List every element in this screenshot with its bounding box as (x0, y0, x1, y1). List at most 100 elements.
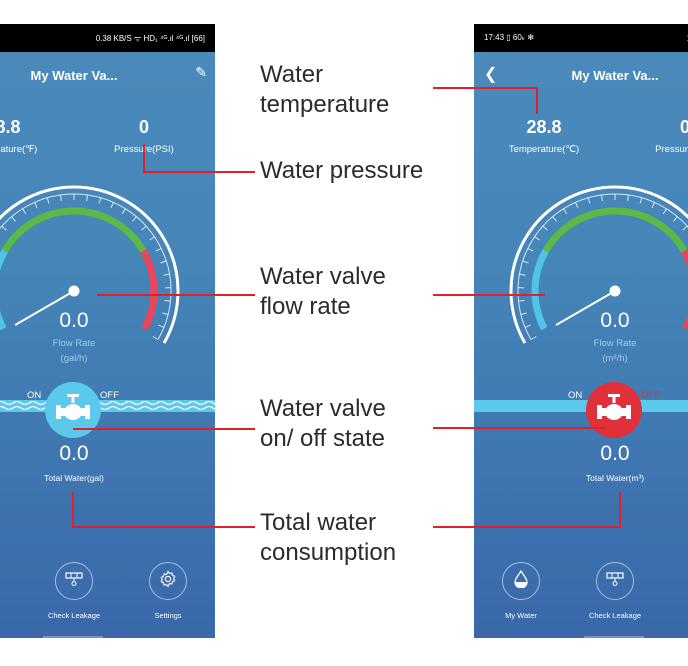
annotation-total: Total water consumption (260, 508, 396, 568)
status-right: 0.38 KB/S ᯤ HD₁ ⁴ᴳ.ıl ⁴ᴳ.ıl [66] (95, 34, 205, 43)
gauge-tick (164, 300, 171, 302)
temperature-value: 28.8 (0, 117, 21, 137)
back-chevron-icon[interactable]: ❮ (484, 66, 498, 83)
annotation-text: consumption (260, 539, 397, 566)
annotation-text: Water (260, 61, 324, 88)
pressure-value: 0 (138, 117, 149, 137)
leader-line (72, 492, 74, 528)
gauge-tick (662, 208, 667, 215)
gauge-tick (575, 202, 579, 209)
leak-pipe-icon (65, 571, 83, 592)
annotation-text: Water pressure (260, 157, 424, 184)
gauge-tick (98, 197, 102, 204)
annotation-text: temperature (260, 91, 390, 118)
gauge-tick (34, 202, 38, 209)
annotation-text: Water valve (260, 263, 386, 290)
home-indicator[interactable] (584, 636, 644, 638)
leader-line (433, 87, 538, 89)
status-bar: 0.38 KB/S ᯤ HD₁ ⁴ᴳ.ıl ⁴ᴳ.ıl [66] (0, 24, 215, 52)
gauge-tick (563, 208, 568, 215)
total-water-value: 0.0 (59, 442, 89, 465)
gauge-outer-ring (509, 185, 688, 344)
gauge-tick (651, 202, 655, 209)
gauge-tick (518, 300, 525, 302)
gauge-tick (22, 208, 27, 215)
nav-check-leakage[interactable]: Check Leakage (575, 562, 655, 620)
gauge-tick (530, 336, 537, 340)
device-title: My Water Va... (571, 68, 659, 83)
gauge-tick (11, 216, 16, 222)
pressure-label: Pressure(PSI) (655, 144, 688, 155)
home-indicator[interactable] (43, 636, 103, 638)
gauge-tick (519, 273, 526, 276)
gauge-tick (520, 312, 527, 315)
gauge-tick (158, 324, 165, 328)
gauge-tick-ring (517, 193, 688, 340)
total-water-value: 0.0 (600, 442, 630, 465)
nav-settings[interactable]: Settings (128, 562, 208, 620)
gauge-tick (534, 236, 540, 241)
edit-pencil-icon[interactable]: ✎ (195, 64, 207, 80)
temperature-value: 28.8 (526, 117, 562, 137)
gauge-tick (60, 194, 62, 201)
gauge-tick (527, 248, 534, 252)
flow-rate-gauge (509, 185, 688, 344)
gauge-band-normal (1, 207, 147, 253)
water-drop-icon (513, 569, 529, 593)
nav-label: Check Leakage (588, 611, 642, 620)
valve-off-label[interactable]: OFF (100, 390, 119, 401)
total-water-label: Total Water(gal) (44, 473, 104, 483)
pressure-stat: 0 Pressure(PSI) (625, 117, 688, 155)
temperature-label: Temperature(℉) (0, 144, 38, 155)
temperature-stat: 28.8 Temperature(℃) (484, 117, 604, 155)
gauge-tick (639, 197, 643, 204)
gauge-band-normal (542, 207, 688, 253)
flow-rate-gauge (0, 185, 180, 344)
flow-rate-label: Flow Rate (52, 338, 96, 349)
gauge-tick (149, 236, 155, 241)
device-title: My Water Va... (30, 68, 118, 83)
valve-on-label[interactable]: ON (568, 390, 583, 401)
nav-label: My Water (0, 611, 20, 620)
gauge-tick (601, 194, 603, 201)
gauge-tick-ring (0, 193, 172, 340)
nav-check-leakage[interactable]: Check Leakage (34, 562, 114, 620)
gauge-tick (542, 225, 548, 231)
nav-my-water[interactable]: My Water (481, 562, 561, 620)
status-left: 17:43 ▯ 60ₖ ✻ (484, 33, 535, 42)
annotation-text: Total water (260, 509, 377, 536)
nav-label: Check Leakage (47, 611, 101, 620)
gauge-needle (555, 290, 616, 326)
pipe-bar (474, 400, 688, 412)
gauge-tick (1, 225, 7, 231)
flow-rate-unit: (m³/h) (602, 353, 628, 364)
gauge-tick (587, 197, 591, 204)
pressure-value: 0 (679, 117, 688, 137)
gauge-tick (673, 216, 678, 222)
annotation-flow-rate: Water valve flow rate (260, 262, 386, 322)
nav-my-water[interactable]: My Water (0, 562, 20, 620)
gauge-tick (682, 225, 688, 231)
gauge-tick (110, 202, 114, 209)
valve-icon (596, 393, 632, 428)
leader-line (143, 171, 255, 173)
valve-on-label[interactable]: ON (27, 390, 42, 401)
valve-off-label[interactable]: OFF (641, 390, 660, 401)
leader-line (433, 294, 545, 296)
leader-line (97, 294, 255, 296)
gauge-needle-hub (609, 285, 621, 297)
gauge-tick (162, 312, 169, 315)
gauge-tick (163, 273, 170, 276)
gauge-tick (46, 197, 50, 204)
annotation-text: on/ off state (260, 425, 385, 452)
leader-line (619, 492, 621, 528)
gauge-tick (627, 194, 629, 201)
nav-settings[interactable]: Settings (669, 562, 688, 620)
leader-line (433, 427, 605, 429)
status-bar: 17:43 ▯ 60ₖ ✻ 1.54 KB/S ᯤ HD (474, 24, 688, 52)
valve-toggle-button[interactable] (586, 382, 642, 438)
phone-screenshot-left: 0.38 KB/S ᯤ HD₁ ⁴ᴳ.ıl ⁴ᴳ.ıl [66]❮My Wate… (0, 24, 215, 638)
leader-line (143, 144, 145, 173)
gauge-tick (552, 216, 557, 222)
status-right: 1.54 KB/S ᯤ HD (687, 33, 688, 44)
